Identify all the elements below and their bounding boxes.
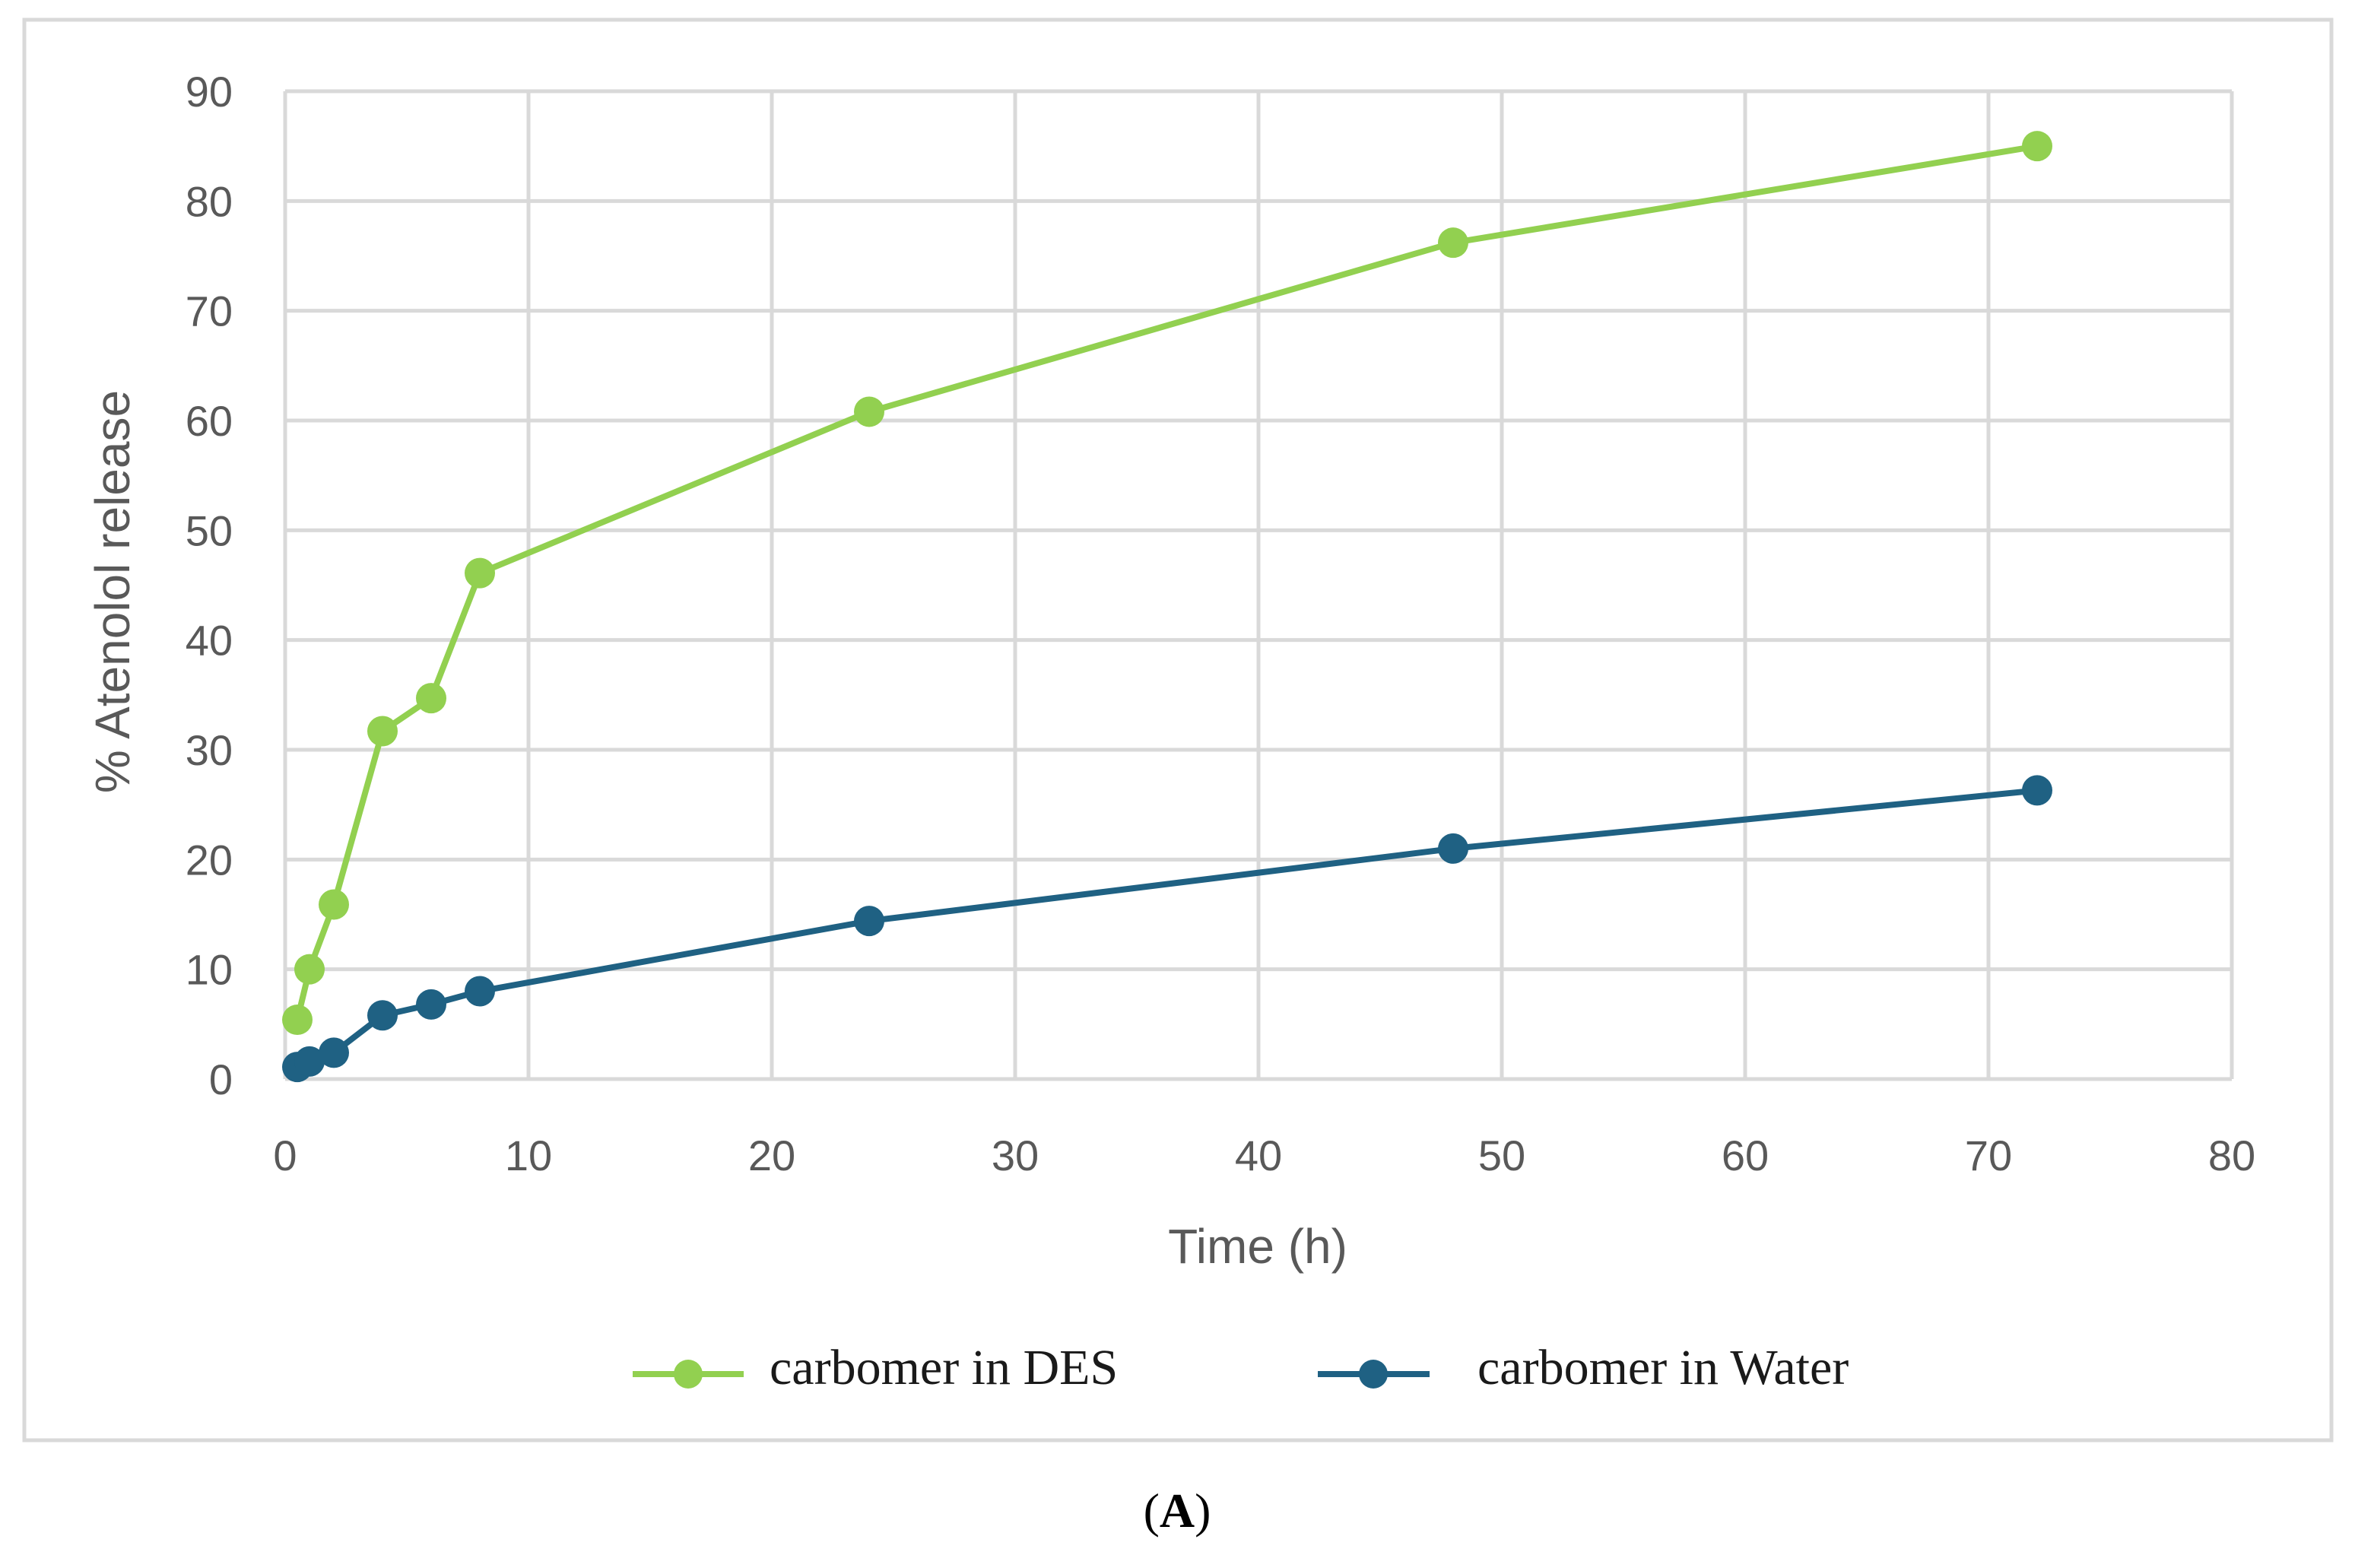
- figure-caption: (A): [1144, 1484, 1211, 1538]
- legend-item-des: carbomer in DES: [633, 1340, 1118, 1395]
- data-point-water: [1438, 833, 1468, 864]
- tick-labels: 0 10 20 30 40 50 60 70 80 90 0 10 20 30 40 50 60 70 80: [186, 68, 2255, 1179]
- data-point-des: [294, 954, 325, 985]
- y-tick-label: 90: [186, 68, 233, 116]
- data-point-water: [854, 906, 884, 937]
- data-point-water: [319, 1037, 349, 1068]
- gridlines: [283, 89, 2234, 1081]
- y-axis-title: % Atenolol release: [85, 390, 140, 793]
- x-tick-label: 10: [505, 1132, 552, 1179]
- legend-swatch-water-marker: [1359, 1360, 1388, 1389]
- legend-label-water: carbomer in Water: [1477, 1340, 1849, 1395]
- data-point-des: [1438, 227, 1468, 259]
- y-tick-label: 30: [186, 726, 233, 774]
- legend-item-water: carbomer in Water: [1318, 1340, 1849, 1395]
- series-water: [282, 775, 2052, 1083]
- y-tick-label: 10: [186, 946, 233, 994]
- data-point-des: [416, 683, 446, 714]
- legend-label-des: carbomer in DES: [770, 1340, 1118, 1395]
- data-point-water: [367, 1000, 398, 1031]
- y-tick-label: 20: [186, 836, 233, 884]
- x-tick-label: 70: [1965, 1132, 2012, 1179]
- data-point-des: [367, 716, 398, 747]
- data-point-water: [465, 976, 495, 1007]
- y-tick-label: 80: [186, 177, 233, 225]
- x-tick-label: 50: [1478, 1132, 1525, 1179]
- y-tick-label: 40: [186, 617, 233, 665]
- y-tick-label: 0: [209, 1055, 233, 1103]
- y-tick-label: 60: [186, 397, 233, 445]
- data-point-des: [854, 396, 884, 427]
- data-point-water: [294, 1046, 325, 1077]
- y-tick-label: 50: [186, 506, 233, 554]
- x-tick-label: 60: [1722, 1132, 1769, 1179]
- series-des: [282, 131, 2052, 1036]
- legend: carbomer in DES carbomer in Water: [633, 1340, 1849, 1395]
- chart-frame: [22, 17, 2334, 1443]
- data-point-des: [282, 1005, 313, 1036]
- y-tick-label: 70: [186, 287, 233, 335]
- x-axis-title: Time (h): [1168, 1219, 1347, 1274]
- data-point-water: [416, 989, 446, 1020]
- x-tick-label: 30: [992, 1132, 1039, 1179]
- x-tick-label: 0: [273, 1132, 297, 1179]
- data-point-des: [2022, 131, 2052, 162]
- data-point-des: [465, 557, 495, 589]
- x-tick-label: 20: [748, 1132, 795, 1179]
- x-tick-label: 80: [2208, 1132, 2255, 1179]
- legend-swatch-des-marker: [674, 1360, 703, 1389]
- data-point-water: [2022, 775, 2052, 806]
- data-point-des: [319, 889, 349, 920]
- series-layer: [282, 131, 2052, 1083]
- x-tick-label: 40: [1235, 1132, 1282, 1179]
